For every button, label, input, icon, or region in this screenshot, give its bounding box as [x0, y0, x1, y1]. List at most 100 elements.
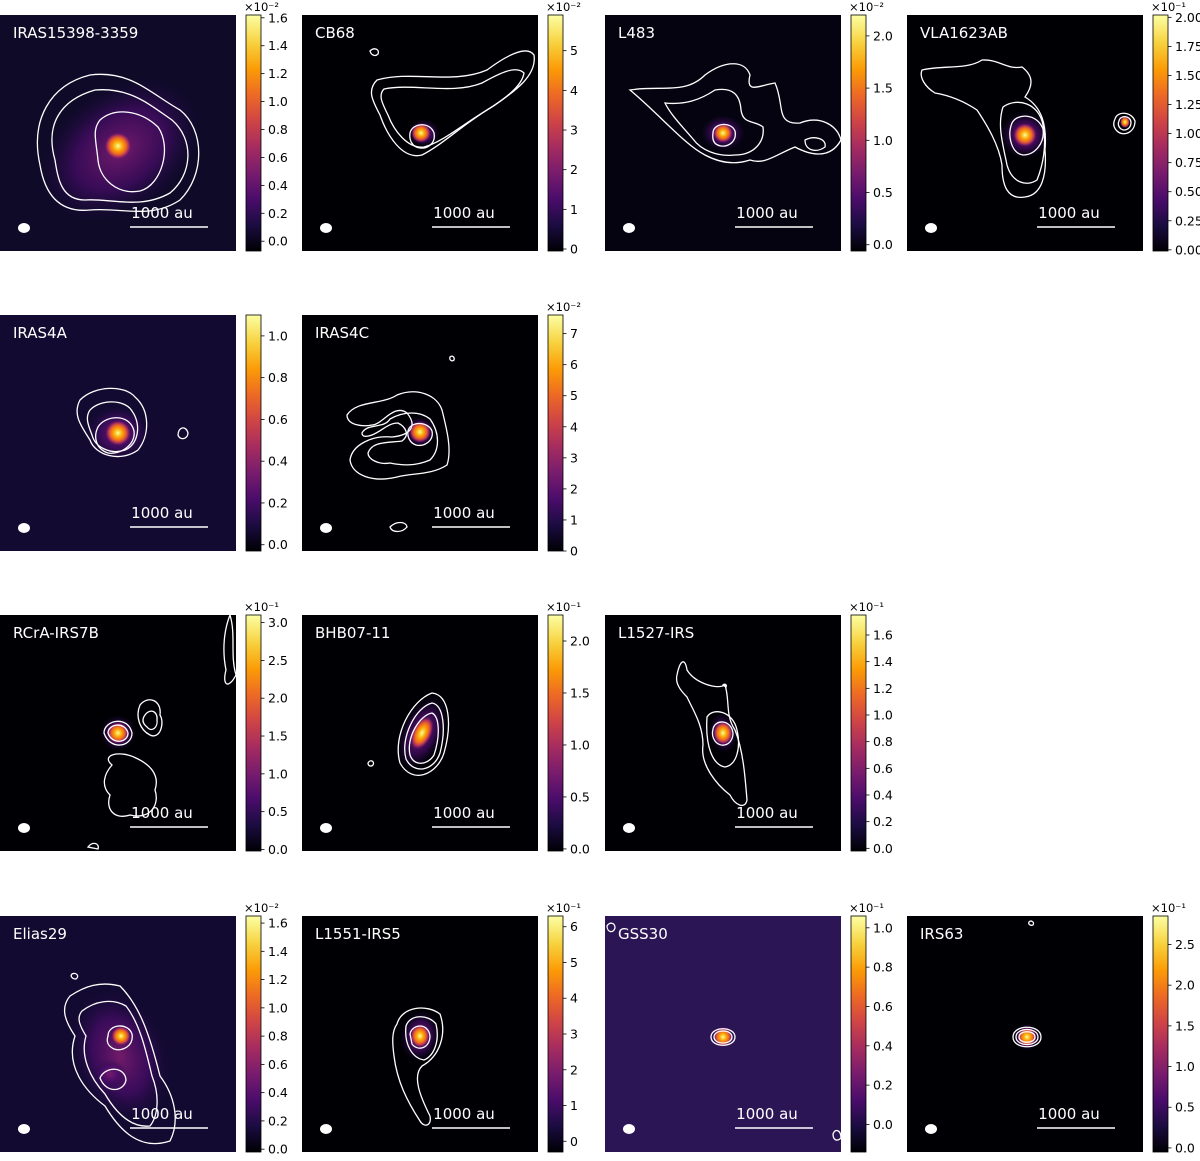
source-name: Elias29 — [13, 925, 67, 943]
colorbar-tick-label: 0.00 — [1175, 242, 1200, 257]
colorbar-tick-label: 1.2 — [268, 66, 288, 81]
colorbar: 0 1 2 3 4 5 6 7 ×10⁻² — [546, 300, 581, 559]
panel-gss30: 1000 au GSS30 0.0 0.2 0.4 0.6 0.8 1.0 ×10⁻¹ — [605, 901, 893, 1153]
colorbar-tick-label: 2.00 — [1175, 10, 1200, 25]
contour-line — [713, 1030, 733, 1044]
emission-peak — [713, 123, 733, 143]
colorbar-tick-label: 1.25 — [1175, 97, 1200, 112]
colorbar-multiplier: ×10⁻¹ — [546, 600, 581, 614]
panel-vla1623ab: 1000 au VLA1623AB 0.00 0.25 0.50 0.75 1.00 1.25… — [907, 0, 1200, 257]
colorbar-tick-label: 3.0 — [268, 615, 288, 630]
emission-peak — [111, 1026, 131, 1046]
panel-cb68: 1000 au CB68 0 1 2 3 4 5 ×10⁻² — [302, 0, 581, 257]
contour-line — [1117, 115, 1132, 131]
contour-line — [832, 1129, 841, 1141]
colorbar: 0.0 0.2 0.4 0.6 0.8 1.0 1.2 1.4 1.6×10⁻² — [244, 0, 288, 252]
emission-map: 1000 au GSS30 — [605, 916, 841, 1152]
colorbar-tick-label: 5 — [570, 955, 578, 970]
colorbar-tick-label: 3 — [570, 1027, 578, 1042]
emission-map: 1000 au VLA1623AB — [907, 15, 1143, 251]
contour-line — [675, 661, 748, 807]
colorbar-gradient — [547, 915, 564, 1153]
colorbar-tick-label: 1.00 — [1175, 126, 1200, 141]
colorbar-tick-label: 0.2 — [268, 495, 288, 510]
source-name: IRAS4A — [13, 324, 68, 342]
colorbar-tick-label: 0.8 — [268, 1029, 288, 1044]
emission-map: 1000 au IRS63 — [907, 916, 1143, 1152]
beam-ellipse — [320, 1124, 332, 1134]
emission-peak — [410, 716, 434, 750]
source-name: IRAS4C — [315, 324, 369, 342]
contour-line — [177, 427, 189, 440]
contour-line — [106, 1025, 133, 1051]
contour-line — [804, 137, 826, 151]
colorbar-tick-label: 2 — [570, 162, 578, 177]
colorbar: 0.0 0.2 0.4 0.6 0.8 1.0 1.2 1.4 1.6 ×10⁻¹ — [849, 600, 893, 856]
contour-line — [710, 1028, 736, 1046]
contour-line — [711, 721, 734, 746]
emission-map: 1000 au L483 — [605, 15, 841, 251]
contour-line — [103, 720, 133, 746]
contour-line — [346, 391, 450, 480]
colorbar-tick-label: 1.5 — [1175, 1018, 1195, 1033]
colorbar-tick-label: 1.4 — [268, 38, 288, 53]
colorbar-gradient — [547, 614, 564, 852]
colorbar-tick-label: 1.0 — [873, 708, 893, 723]
colorbar-gradient — [850, 14, 867, 252]
contour-line — [628, 63, 841, 164]
beam-ellipse — [320, 523, 332, 533]
source-name: L483 — [618, 24, 655, 42]
source-name: L1551-IRS5 — [315, 925, 401, 943]
colorbar-tick-label: 0.0 — [570, 841, 590, 856]
colorbar-gradient — [547, 14, 564, 252]
colorbar-tick-label: 2.5 — [268, 653, 288, 668]
scale-bar-label: 1000 au — [131, 804, 193, 822]
contour-line — [63, 983, 176, 1145]
emission-map: 1000 au BHB07-11 — [302, 615, 538, 851]
contour-line — [78, 1000, 158, 1127]
colorbar-multiplier: ×10⁻¹ — [546, 901, 581, 915]
contour-line — [1009, 115, 1044, 156]
contour-line — [86, 401, 139, 453]
colorbar: 0.0 0.2 0.4 0.6 0.8 1.0 1.2 1.4 1.6×10⁻² — [244, 901, 288, 1157]
colorbar-gradient — [245, 915, 262, 1153]
emission-map: 1000 au RCrA-IRS7B — [0, 615, 236, 851]
colorbar-tick-label: 0.6 — [873, 761, 893, 776]
scale-bar-label: 1000 au — [1038, 204, 1100, 222]
panel-iras4c: 1000 au IRAS4C 0 1 2 3 4 5 6 7 ×10⁻² — [302, 300, 581, 559]
colorbar: 0.0 0.5 1.0 1.5 2.0 2.5 ×10⁻¹ — [1151, 901, 1195, 1155]
beam-ellipse — [623, 823, 635, 833]
colorbar-tick-label: 0.0 — [873, 841, 893, 856]
colorbar: 0 1 2 3 4 5 ×10⁻² — [546, 0, 581, 257]
colorbar-tick-label: 2 — [570, 1062, 578, 1077]
colorbar-tick-label: 0.0 — [268, 1142, 288, 1157]
colorbar-tick-label: 0.5 — [570, 789, 590, 804]
contour-line — [99, 1068, 127, 1091]
colorbar-tick-label: 1.6 — [873, 628, 893, 643]
colorbar-multiplier: ×10⁻¹ — [244, 600, 279, 614]
scale-bar-label: 1000 au — [131, 504, 193, 522]
colorbar: 0.00 0.25 0.50 0.75 1.00 1.25 1.50 1.75 2.00×10⁻… — [1151, 0, 1200, 257]
colorbar-tick-label: 1.0 — [268, 328, 288, 343]
colorbar-tick-label: 0.8 — [268, 122, 288, 137]
colorbar-gradient — [245, 14, 262, 252]
colorbar-tick-label: 4 — [570, 83, 578, 98]
panel-l483: 1000 au L483 0.0 0.5 1.0 1.5 2.0 ×10⁻² — [605, 0, 893, 252]
beam-ellipse — [18, 1124, 30, 1134]
emission-peak — [410, 1024, 430, 1048]
colorbar-gradient — [547, 314, 564, 552]
panel-elias29: 1000 au Elias29 0.0 0.2 0.4 0.6 0.8 1.0 1.2 1.4 1.… — [0, 901, 288, 1157]
scale-bar-label: 1000 au — [433, 1105, 495, 1123]
colorbar: 0.0 0.2 0.4 0.6 0.8 1.0 ×10⁻¹ — [849, 901, 893, 1153]
colorbar-tick-label: 1.0 — [873, 133, 893, 148]
contour-line — [712, 123, 736, 147]
colorbar-tick-label: 0.6 — [268, 150, 288, 165]
colorbar-tick-label: 0.2 — [873, 814, 893, 829]
panel-l1551-irs5: 1000 au L1551-IRS5 0 1 2 3 4 5 6 ×10⁻¹ — [302, 901, 581, 1153]
source-name: VLA1623AB — [920, 24, 1008, 42]
panel-l1527-irs: 1000 au L1527-IRS 0.0 0.2 0.4 0.6 0.8 1.0 1.2 1.4… — [605, 600, 893, 856]
contour-line — [405, 1016, 438, 1061]
contour-line — [380, 69, 525, 148]
